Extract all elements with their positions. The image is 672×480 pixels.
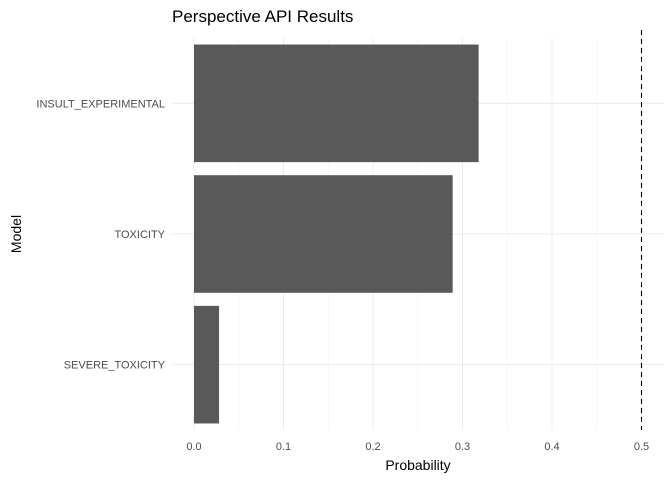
y-axis-label: Model [8, 215, 24, 253]
x-tick-label: 0.1 [276, 441, 291, 453]
y-tick-label: SEVERE_TOXICITY [64, 360, 166, 372]
x-axis-label: Probability [385, 457, 450, 473]
x-tick-labels: 0.0 0.1 0.2 0.3 0.4 0.5 [186, 441, 649, 453]
bar [194, 305, 220, 424]
x-tick-label: 0.5 [634, 441, 649, 453]
x-tick-label: 0.2 [365, 441, 380, 453]
y-tick-labels: INSULT_EXPERIMENTAL TOXICITY SEVERE_TOXICI… [36, 98, 165, 371]
x-tick-label: 0.0 [186, 441, 201, 453]
bar [194, 175, 453, 293]
bar [194, 44, 479, 163]
x-tick-label: 0.4 [544, 441, 559, 453]
y-tick-label: INSULT_EXPERIMENTAL [36, 98, 165, 110]
x-tick-label: 0.3 [455, 441, 470, 453]
chart-title: Perspective API Results [172, 7, 353, 26]
y-tick-label: TOXICITY [114, 229, 165, 241]
bars [194, 44, 479, 424]
